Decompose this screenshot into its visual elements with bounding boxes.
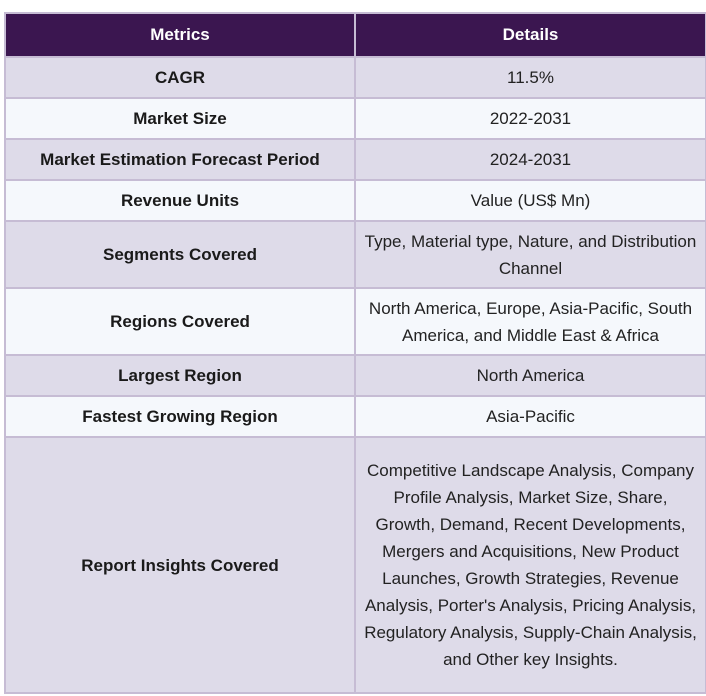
- details-cell: Type, Material type, Nature, and Distrib…: [354, 220, 706, 289]
- details-cell: Asia-Pacific: [354, 395, 706, 438]
- table-row-segments: Segments Covered Type, Material type, Na…: [4, 220, 706, 289]
- metric-cell: Market Size: [4, 97, 356, 140]
- table-header-row: Metrics Details: [4, 12, 706, 58]
- details-cell: North America: [354, 354, 706, 397]
- table-row-largest-region: Largest Region North America: [4, 354, 706, 397]
- details-cell: 11.5%: [354, 56, 706, 99]
- table-row-cagr: CAGR 11.5%: [4, 56, 706, 99]
- table-row-regions: Regions Covered North America, Europe, A…: [4, 287, 706, 356]
- report-summary-table-container: Metrics Details CAGR 11.5% Market Size 2…: [4, 12, 706, 694]
- metric-cell: Fastest Growing Region: [4, 395, 356, 438]
- details-cell: 2022-2031: [354, 97, 706, 140]
- table-row-fastest-growing: Fastest Growing Region Asia-Pacific: [4, 395, 706, 438]
- details-cell: Competitive Landscape Analysis, Company …: [354, 436, 706, 694]
- header-details: Details: [354, 12, 706, 58]
- metric-cell: Market Estimation Forecast Period: [4, 138, 356, 181]
- metric-cell: Regions Covered: [4, 287, 356, 356]
- details-cell: 2024-2031: [354, 138, 706, 181]
- report-summary-table: Metrics Details CAGR 11.5% Market Size 2…: [4, 12, 706, 694]
- metric-cell: Revenue Units: [4, 179, 356, 222]
- table-row-report-insights: Report Insights Covered Competitive Land…: [4, 436, 706, 694]
- details-cell: North America, Europe, Asia-Pacific, Sou…: [354, 287, 706, 356]
- details-cell: Value (US$ Mn): [354, 179, 706, 222]
- metric-cell: CAGR: [4, 56, 356, 99]
- metric-cell: Segments Covered: [4, 220, 356, 289]
- metric-cell: Report Insights Covered: [4, 436, 356, 694]
- header-metrics: Metrics: [4, 12, 356, 58]
- metric-cell: Largest Region: [4, 354, 356, 397]
- table-row-forecast-period: Market Estimation Forecast Period 2024-2…: [4, 138, 706, 181]
- table-row-revenue-units: Revenue Units Value (US$ Mn): [4, 179, 706, 222]
- table-row-market-size: Market Size 2022-2031: [4, 97, 706, 140]
